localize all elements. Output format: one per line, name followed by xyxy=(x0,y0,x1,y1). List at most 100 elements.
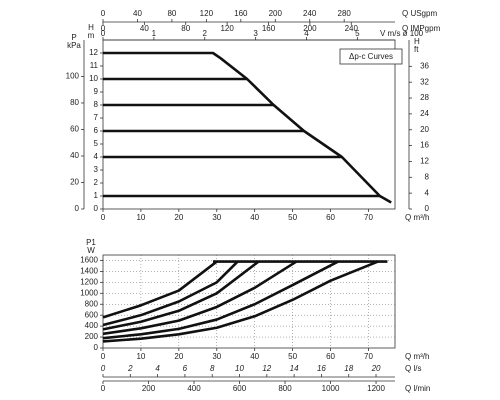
y-tick-label: 0 xyxy=(94,343,99,352)
bottom-tick-label: 8 xyxy=(210,364,215,373)
curve xyxy=(102,260,339,340)
left-tick-label: 80 xyxy=(70,98,79,107)
top-tick-label: 240 xyxy=(303,9,317,18)
top-tick-label: 160 xyxy=(234,9,248,18)
left-tick-label: 100 xyxy=(66,72,80,81)
bottom-tick-label: 0 xyxy=(101,384,106,393)
bottom-tick-label: 14 xyxy=(290,364,299,373)
y-tick-label: 10 xyxy=(89,74,98,83)
bottom-tick-label: 1200 xyxy=(367,384,385,393)
y-tick-label: 1000 xyxy=(80,288,98,297)
top-tick-label: 200 xyxy=(303,24,317,33)
y2-tick-label: 28 xyxy=(420,93,429,102)
y2-tick-label: 12 xyxy=(420,157,429,166)
top-tick-label: 160 xyxy=(262,24,276,33)
y-tick-label: 11 xyxy=(90,61,99,70)
curve xyxy=(102,260,298,336)
curve xyxy=(103,51,392,204)
top-tick-label: 40 xyxy=(140,24,149,33)
y-tick-label: 8 xyxy=(94,100,99,109)
left-tick-label: 20 xyxy=(70,178,79,187)
top-tick-label: 120 xyxy=(220,24,234,33)
curve xyxy=(102,260,218,319)
y-axis-unit: W xyxy=(87,246,95,255)
y-axis-label: P1 xyxy=(86,238,96,247)
left-axis-unit: kPa xyxy=(67,41,81,50)
top-tick-label: 0 xyxy=(101,29,106,38)
x-tick-label: 10 xyxy=(136,352,145,361)
top-tick-label: 1 xyxy=(152,29,157,38)
top-tick-label: 80 xyxy=(181,24,190,33)
top-tick-label: 120 xyxy=(200,9,214,18)
y-tick-label: 4 xyxy=(94,152,99,161)
x-tick-label: 60 xyxy=(326,352,335,361)
y-tick-label: 7 xyxy=(94,113,99,122)
left-axis-label: P xyxy=(71,33,76,42)
curve xyxy=(102,260,239,327)
top-tick-label: 200 xyxy=(269,9,283,18)
left-tick-label: 40 xyxy=(70,151,79,160)
top-tick-label: 0 xyxy=(101,9,106,18)
y-tick-label: 2 xyxy=(94,178,99,187)
plot-frame xyxy=(102,254,396,349)
bottom-tick-label: 4 xyxy=(155,364,160,373)
y-tick-label: 6 xyxy=(94,126,99,135)
x-tick-label: 30 xyxy=(212,352,221,361)
y-axis-label: H xyxy=(88,23,94,32)
y2-tick-label: 20 xyxy=(420,125,429,134)
x-tick-label: 70 xyxy=(364,352,373,361)
bottom-tick-label: 400 xyxy=(187,384,201,393)
y-tick-label: 200 xyxy=(85,332,99,341)
curve xyxy=(102,260,379,343)
bottom-tick-label: 6 xyxy=(183,364,188,373)
x-axis-label: Q m³/h xyxy=(405,213,429,222)
top-tick-label: 280 xyxy=(338,9,352,18)
y-tick-label: 0 xyxy=(94,204,99,213)
y-axis-unit: m xyxy=(88,31,95,40)
curve xyxy=(102,260,260,331)
x-tick-label: 70 xyxy=(364,213,373,222)
bottom-tick-label: 600 xyxy=(233,384,247,393)
bottom-tick-label: 16 xyxy=(317,364,326,373)
y2-tick-label: 4 xyxy=(425,188,430,197)
y-tick-label: 3 xyxy=(94,165,99,174)
y2-tick-label: 16 xyxy=(420,141,429,150)
top-axis-label: V m/s ø 100 xyxy=(380,29,424,38)
y2-tick-label: 8 xyxy=(425,172,430,181)
x-tick-label: 40 xyxy=(250,213,259,222)
x-tick-label: 20 xyxy=(174,213,183,222)
y2-axis-label: H xyxy=(414,37,420,46)
top-tick-label: 5 xyxy=(355,29,360,38)
x-tick-label: 30 xyxy=(212,213,221,222)
bottom-tick-label: 18 xyxy=(344,364,353,373)
top-tick-label: 240 xyxy=(345,24,359,33)
x-axis-label: Q m³/h xyxy=(405,352,429,361)
x-tick-label: 20 xyxy=(174,352,183,361)
top-tick-label: 80 xyxy=(167,9,176,18)
bottom-tick-label: 10 xyxy=(235,364,244,373)
y2-tick-label: 24 xyxy=(420,109,429,118)
y-tick-label: 600 xyxy=(85,310,99,319)
annotation-box xyxy=(339,48,403,65)
bottom-tick-label: 12 xyxy=(262,364,271,373)
x-tick-label: 50 xyxy=(288,352,297,361)
y2-tick-label: 36 xyxy=(420,61,429,70)
x-tick-label: 60 xyxy=(326,213,335,222)
y-tick-label: 800 xyxy=(85,299,99,308)
top-tick-label: 3 xyxy=(253,29,258,38)
y-tick-label: 400 xyxy=(85,321,99,330)
x-tick-label: 0 xyxy=(101,352,106,361)
y-tick-label: 1200 xyxy=(80,277,98,286)
bottom-tick-label: 800 xyxy=(278,384,292,393)
y2-tick-label: 32 xyxy=(420,77,429,86)
y-tick-label: 9 xyxy=(94,87,99,96)
bottom-axis-label: Q l/min xyxy=(405,384,430,393)
bottom-tick-label: 200 xyxy=(142,384,156,393)
y-tick-label: 1400 xyxy=(80,267,98,276)
top-tick-label: 2 xyxy=(203,29,208,38)
y2-axis-unit: ft xyxy=(414,45,419,54)
x-tick-label: 50 xyxy=(288,213,297,222)
plot-frame xyxy=(102,39,396,210)
top-tick-label: 40 xyxy=(133,9,142,18)
